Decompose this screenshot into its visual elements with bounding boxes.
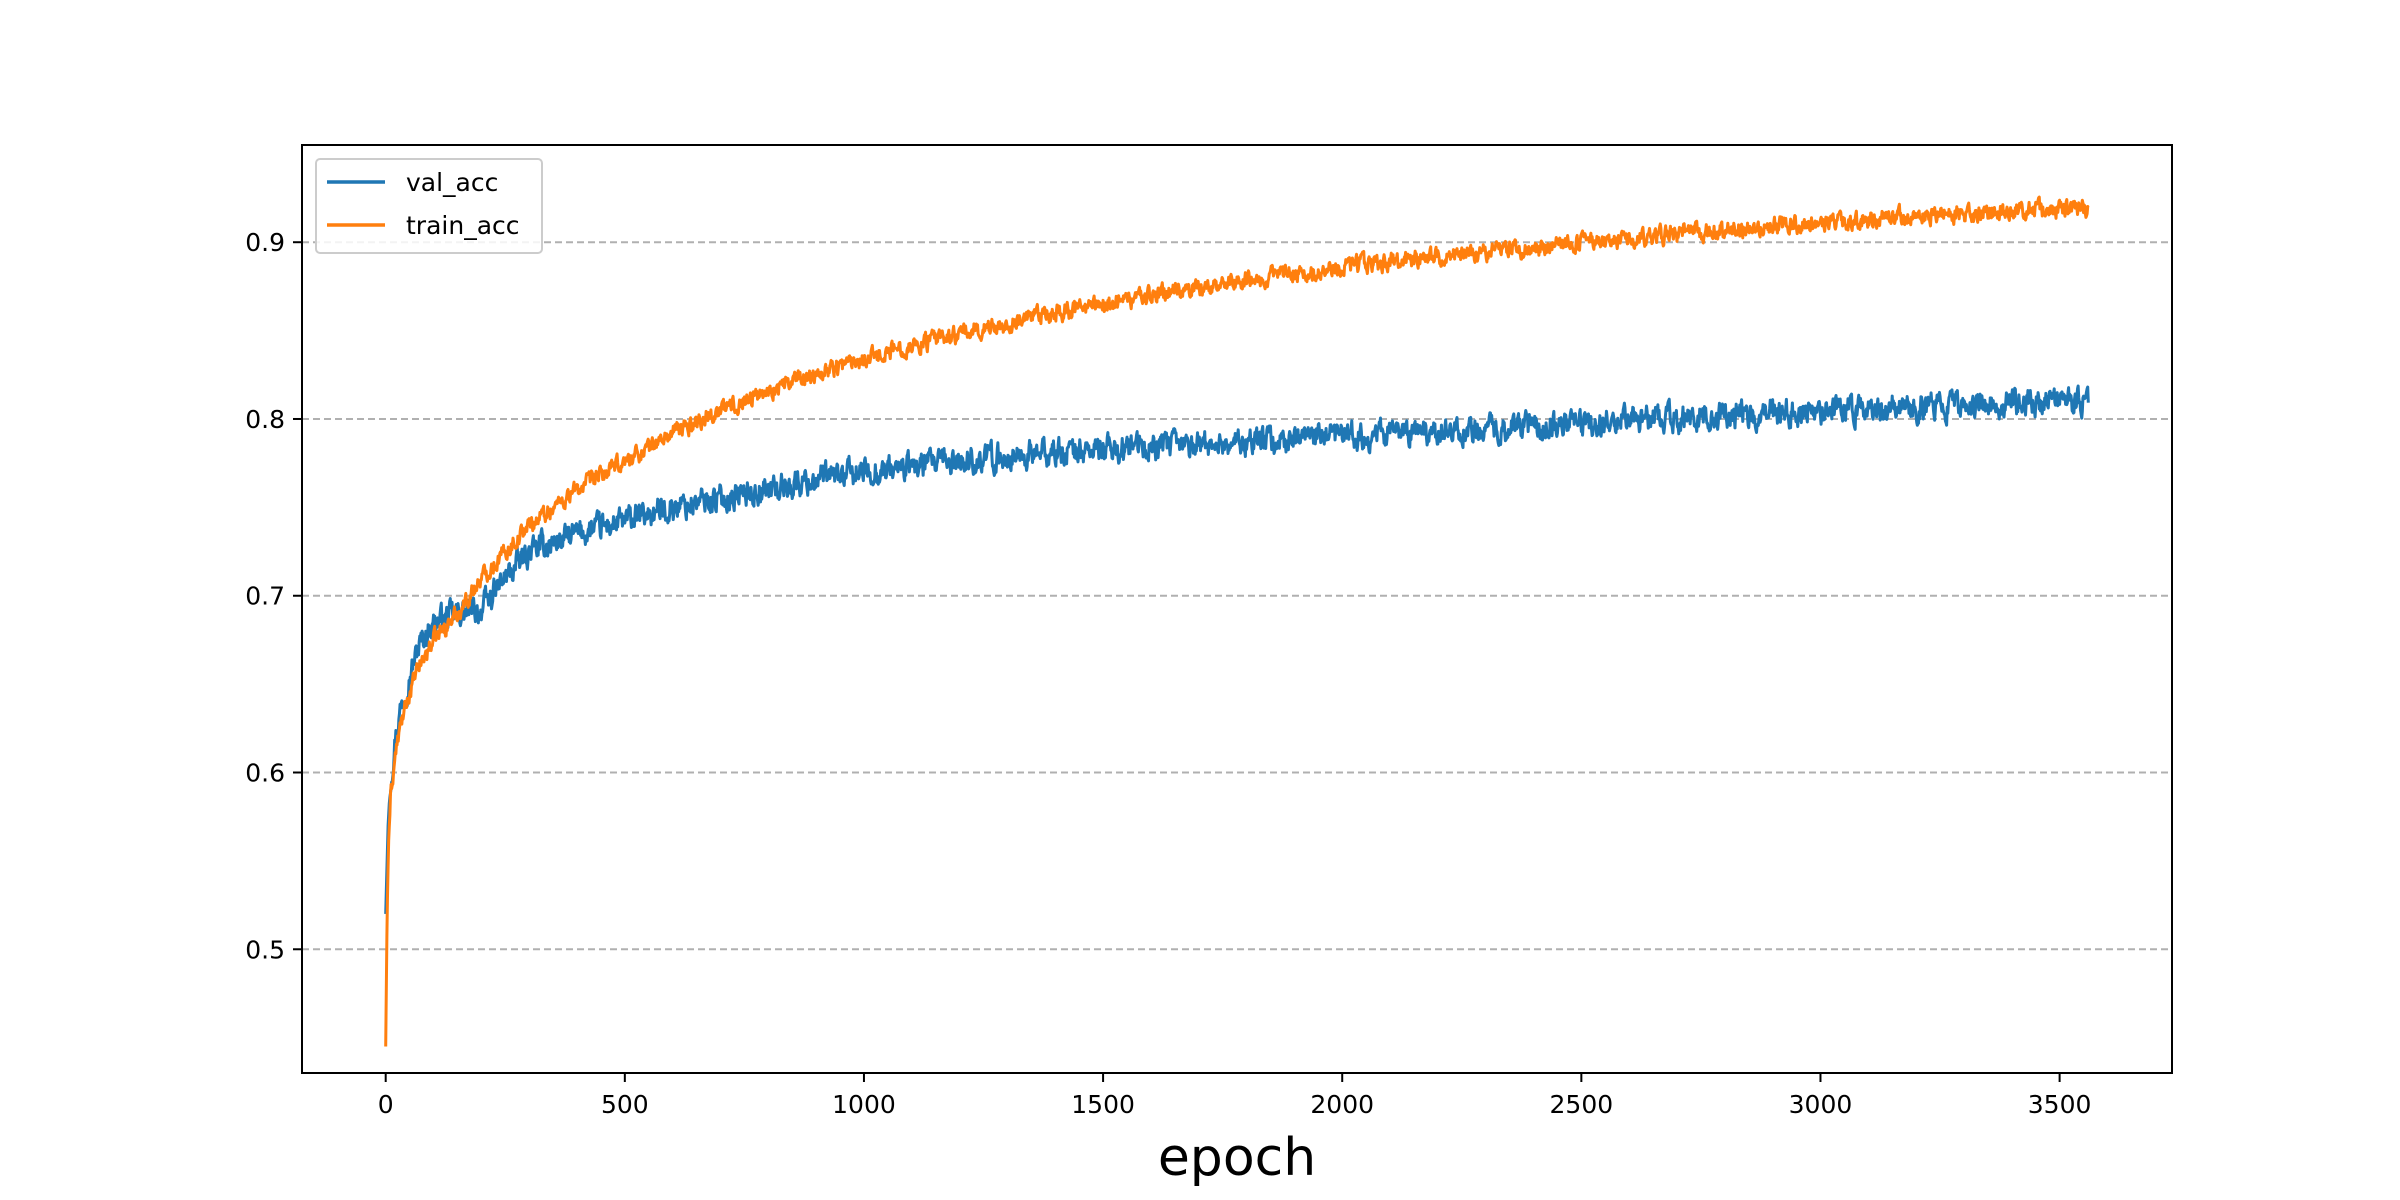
x-tick-label: 3500 — [2028, 1090, 2092, 1119]
y-tick-label: 0.6 — [245, 759, 285, 788]
grid-lines — [302, 241, 2172, 951]
x-tick-label: 0 — [378, 1090, 394, 1119]
x-tick-label: 3000 — [1789, 1090, 1853, 1119]
x-tick-label: 500 — [601, 1090, 649, 1119]
series-line-val-acc — [384, 384, 2090, 914]
series-lines — [384, 195, 2090, 1047]
y-tick-label: 0.8 — [245, 405, 285, 434]
legend-label-val-acc: val_acc — [406, 168, 498, 197]
x-tick-label: 2000 — [1310, 1090, 1374, 1119]
y-tick-label: 0.7 — [245, 582, 285, 611]
x-tick-label: 2500 — [1550, 1090, 1614, 1119]
x-tick-label: 1000 — [832, 1090, 896, 1119]
series-line-train-acc — [384, 195, 2090, 1047]
x-tick-label: 1500 — [1071, 1090, 1135, 1119]
y-tick-label: 0.5 — [245, 935, 285, 964]
legend: val_acc train_acc — [315, 158, 543, 254]
legend-label-train-acc: train_acc — [406, 211, 520, 240]
y-tick-label: 0.9 — [245, 228, 285, 257]
x-axis-label: epoch — [1158, 1128, 1316, 1188]
axis-ticks: 0.5 0.6 0.7 0.8 0.9 0 500 1000 1500 2000 2500 3000 3… — [245, 228, 2091, 1119]
plot-frame — [301, 144, 2173, 1074]
